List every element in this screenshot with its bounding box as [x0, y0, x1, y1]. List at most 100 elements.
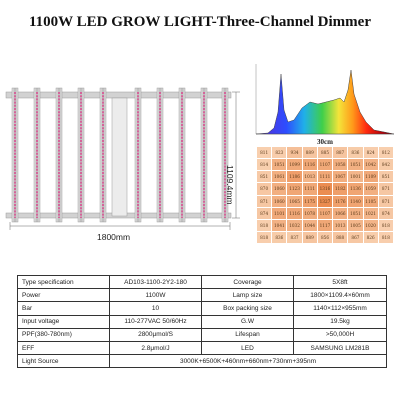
spec-value: 2800μmol/S [109, 327, 202, 342]
led-bar [221, 87, 229, 223]
ppfd-cell: 1041 [271, 218, 288, 232]
spec-table: Type specification AD103-1100-2Y2-180 Cove… [17, 274, 387, 369]
spec-row: Power 1100W Lamp size 1800×1109.4×60mm [17, 288, 387, 303]
spec-label: Light Source [17, 354, 110, 369]
ppfd-cell: 871 [255, 194, 273, 208]
ppfd-cell: 1116 [301, 158, 318, 172]
page-title: 1100W LED GROW LIGHT-Three-Channel Dimme… [29, 14, 371, 30]
spec-value: 3000K+6500K+460nm+660nm+730nm+395nm [109, 354, 387, 369]
ppfd-cell: 1051 [347, 158, 364, 172]
width-dimension: 1800mm [97, 232, 131, 242]
spec-value: 1800×1109.4×60mm [293, 288, 387, 303]
ppfd-cell: 1182 [332, 182, 349, 196]
ppfd-cell: 1066 [332, 206, 349, 220]
ppfd-cell: 836 [271, 230, 288, 245]
ppfd-cell: 870 [255, 182, 273, 196]
ppfd-cell: 1176 [332, 194, 349, 208]
ppfd-cell: 818 [255, 230, 273, 245]
ppfd-row: 814 1051 1099 1116 1107 1058 1051 1042 842 [255, 158, 395, 172]
ppfd-cell: 1021 [362, 206, 379, 220]
led-bar [134, 87, 142, 223]
grow-light-fixture [5, 87, 240, 230]
spectrum-graph [248, 60, 396, 140]
spec-label: EFF [17, 340, 110, 356]
ppfd-cell: 851 [255, 170, 273, 184]
ppfd-cell: 1051 [271, 158, 288, 172]
spec-label: Type specification [17, 274, 110, 290]
led-bar [77, 87, 85, 223]
ppfd-cell: 874 [377, 206, 395, 220]
ppfd-cell: 837 [286, 230, 303, 245]
spec-value: 10 [109, 301, 202, 316]
spec-label: Input voltage [17, 314, 110, 329]
spec-row-light-source: Light Source 3000K+6500K+460nm+660nm+730n… [17, 354, 387, 369]
ppfd-cell: 1316 [316, 182, 334, 196]
ppfd-grid: 811 823 934 889 885 887 836 824 812 814 1051 1099 11… [255, 145, 395, 245]
ppfd-cell: 1044 [301, 218, 318, 232]
driver-box [111, 97, 128, 217]
ppfd-cell: 1111 [301, 182, 318, 196]
ppfd-cell: 851 [377, 170, 395, 184]
ppfd-row: 874 1101 1116 1078 1107 1066 1051 1021 874 [255, 206, 395, 220]
ppfd-cell: 1051 [347, 206, 364, 220]
spec-value: 19.5kg [293, 314, 387, 329]
spec-value: SAMSUNG LM281B [293, 340, 387, 356]
ppfd-cell: 874 [255, 206, 273, 220]
ppfd-cell: 824 [362, 145, 379, 160]
ppfd-cell: 856 [316, 230, 334, 245]
spec-value: >50,000H [293, 327, 387, 342]
ppfd-cell: 1175 [301, 194, 318, 208]
spec-label: PPF(380-780nm) [17, 327, 110, 342]
ppfd-cell: 1123 [286, 182, 303, 196]
ppfd-row: 871 1060 1065 1175 1327 1176 1140 1105 871 [255, 194, 395, 208]
ppfd-cell: 814 [255, 158, 273, 172]
ppfd-cell: 1060 [271, 182, 288, 196]
spec-label: Lifespan [201, 327, 294, 342]
spec-value: 1100W [109, 288, 202, 303]
spec-value: 2.8μmol/J [109, 340, 202, 356]
ppfd-cell: 1111 [316, 170, 334, 184]
spec-label: Coverage [201, 274, 294, 290]
spec-row: Bar 10 Box packing size 1140×112×955mm [17, 301, 387, 316]
led-bar [33, 87, 41, 223]
ppfd-cell: 1140 [347, 194, 364, 208]
led-bar [11, 87, 19, 223]
ppfd-cell: 1186 [286, 170, 303, 184]
ppfd-row: 870 1060 1123 1111 1316 1182 1136 1059 871 [255, 182, 395, 196]
spec-row: Input voltage 110-277VAC 50/60Hz G.W 19.5kg [17, 314, 387, 329]
ppfd-cell: 1001 [347, 170, 364, 184]
spec-row: Type specification AD103-1100-2Y2-180 Cove… [17, 274, 387, 290]
ppfd-cell: 1078 [301, 206, 318, 220]
ppfd-cell: 826 [362, 230, 379, 245]
ppfd-cell: 1067 [332, 170, 349, 184]
ppfd-map-title: 30cm [317, 138, 333, 146]
ppfd-cell: 1032 [286, 218, 303, 232]
ppfd-cell: 888 [332, 230, 349, 245]
led-bar [55, 87, 63, 223]
ppfd-cell: 836 [347, 145, 364, 160]
ppfd-cell: 1117 [316, 218, 334, 232]
ppfd-cell: 1136 [347, 182, 364, 196]
spec-row: PPF(380-780nm) 2800μmol/S Lifespan >50,000H [17, 327, 387, 342]
ppfd-cell: 1060 [271, 194, 288, 208]
ppfd-row: 818 836 837 889 856 888 867 826 818 [255, 230, 395, 245]
ppfd-row: 818 1041 1032 1044 1117 1013 1005 1020 818 [255, 218, 395, 232]
ppfd-cell: 818 [377, 218, 395, 232]
spec-label: Power [17, 288, 110, 303]
ppfd-cell: 1042 [362, 158, 379, 172]
spec-value: AD103-1100-2Y2-180 [109, 274, 202, 290]
ppfd-cell: 1116 [286, 206, 303, 220]
ppfd-cell: 1099 [286, 158, 303, 172]
ppfd-cell: 1101 [271, 206, 288, 220]
height-dimension: 1109.4mm [225, 165, 235, 205]
ppfd-cell: 811 [255, 145, 273, 160]
ppfd-cell: 1065 [286, 194, 303, 208]
ppfd-cell: 885 [316, 145, 334, 160]
ppfd-cell: 842 [377, 158, 395, 172]
ppfd-cell: 1020 [362, 218, 379, 232]
ppfd-map: 30cm 811 823 934 889 885 887 836 824 812 814 1051 1… [255, 138, 395, 245]
ppfd-cell: 812 [377, 145, 395, 160]
led-bar [178, 87, 186, 223]
ppfd-row: 851 1061 1186 1013 1111 1067 1001 1109 851 [255, 170, 395, 184]
ppfd-cell: 1107 [316, 158, 334, 172]
